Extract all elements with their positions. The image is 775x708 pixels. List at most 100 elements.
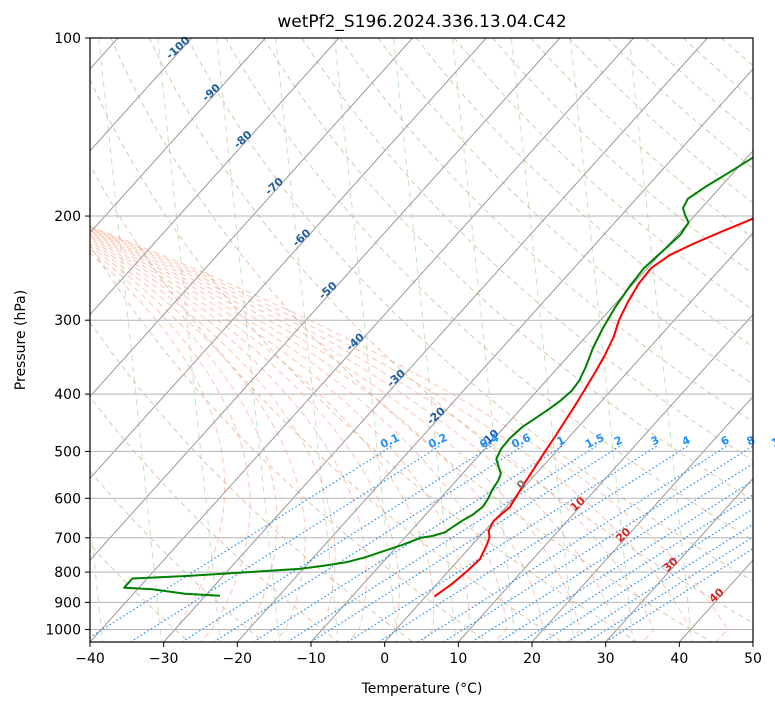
moist-adiabat-line xyxy=(90,233,471,642)
y-tick-label: 600 xyxy=(54,491,81,507)
y-tick-label: 300 xyxy=(54,313,81,329)
isentrope-line xyxy=(90,515,104,642)
mixing-ratio-label: 1.5 xyxy=(583,431,606,451)
isotherm-label: -40 xyxy=(344,330,368,353)
mixing-ratio-line xyxy=(498,480,753,642)
mixing-ratio-line xyxy=(567,523,753,642)
moist-adiabat-line xyxy=(90,227,655,642)
mixing-ratio-line xyxy=(310,445,621,642)
mixing-ratio-label: 4 xyxy=(680,433,693,448)
mixing-ratio-label: 2 xyxy=(612,434,624,449)
isotherm-line xyxy=(90,38,340,316)
dry-adiabat-line xyxy=(568,38,753,204)
x-axis: −40 −30 −20 −10 0 10 20 30 40 50 xyxy=(75,642,762,667)
mixing-ratio-line xyxy=(471,462,753,642)
mixing-ratio-line xyxy=(443,445,753,642)
background-lines xyxy=(90,38,753,642)
dry-adiabat-line xyxy=(110,38,712,642)
dry-adiabat-line xyxy=(186,38,753,582)
y-tick-label: 1000 xyxy=(45,622,81,638)
isotherm-label: -70 xyxy=(263,175,287,198)
mixing-ratio-line xyxy=(347,445,657,642)
moist-adiabat-line xyxy=(90,238,367,642)
isotherm-line xyxy=(678,559,753,642)
mixing-ratio-line xyxy=(605,547,753,642)
mixing-ratio-label: 8 xyxy=(745,434,757,449)
mixing-ratio-line xyxy=(542,508,753,642)
x-tick-label: 40 xyxy=(670,651,688,667)
moist-adiabat-line xyxy=(90,226,692,642)
mixing-ratio-label: 0.2 xyxy=(426,431,449,451)
mixing-ratio-label: 0.6 xyxy=(510,431,533,451)
temperature-profile-line xyxy=(433,217,753,598)
x-tick-label: 0 xyxy=(380,651,389,667)
isotherm-label: -30 xyxy=(385,367,409,390)
dry-adiabat-line xyxy=(492,38,753,275)
isotherm-line xyxy=(752,641,753,642)
y-tick-label: 700 xyxy=(54,531,81,547)
mixing-ratio-line xyxy=(130,445,440,642)
isentrope-line xyxy=(393,38,457,642)
x-tick-label: −30 xyxy=(149,651,179,667)
grid-lines xyxy=(90,38,753,642)
isentrope-line xyxy=(98,38,162,642)
dry-adiabat-line xyxy=(90,543,190,642)
dry-adiabat-line xyxy=(263,38,753,501)
dry-adiabat-line xyxy=(606,38,753,169)
chart-title: wetPf2_S196.2024.336.13.04.C42 xyxy=(277,12,566,32)
isotherm-label: -20 xyxy=(424,404,448,427)
mixing-ratio-line xyxy=(520,494,753,642)
isotherm-line xyxy=(90,38,192,152)
y-tick-label: 800 xyxy=(54,565,81,581)
isotherm-line xyxy=(605,477,753,642)
isotherm-line xyxy=(236,68,753,642)
dry-adiabat-line xyxy=(415,38,753,348)
isotherm-label: 20 xyxy=(613,525,633,545)
dry-adiabat-line xyxy=(530,38,753,239)
mixing-ratio-line xyxy=(213,445,523,642)
moist-adiabat-line xyxy=(90,252,226,642)
x-tick-label: −40 xyxy=(75,651,105,667)
x-tick-label: −10 xyxy=(296,651,326,667)
y-axis-label: Pressure (hPa) xyxy=(13,290,29,390)
y-tick-label: 400 xyxy=(54,387,81,403)
isentrope-line xyxy=(275,38,339,642)
isotherm-label: -50 xyxy=(316,279,340,302)
mixing-ratio-line xyxy=(181,445,492,642)
dry-adiabat-line xyxy=(148,38,753,624)
isotherm-line xyxy=(457,313,753,642)
moist-adiabat-line xyxy=(90,229,581,642)
y-tick-label: 100 xyxy=(54,31,81,47)
moist-adiabat-line xyxy=(90,240,336,642)
isentrope-line xyxy=(569,38,634,642)
mixing-ratio-line xyxy=(253,445,563,642)
plot-frame xyxy=(89,37,754,643)
mixing-ratio-line xyxy=(90,445,392,639)
isentrope-line xyxy=(157,38,221,642)
x-tick-label: 10 xyxy=(449,651,467,667)
moist-adiabat-line xyxy=(90,228,618,642)
isotherm-line xyxy=(90,38,561,561)
mixing-ratio-line xyxy=(417,445,727,642)
dry-adiabat-line xyxy=(90,163,563,642)
x-tick-label: 20 xyxy=(523,651,541,667)
isentrope-line xyxy=(452,38,516,642)
x-tick-label: −20 xyxy=(223,651,253,667)
isotherm-line xyxy=(90,38,487,480)
isotherm-line xyxy=(310,150,753,642)
moist-adiabat-line xyxy=(90,235,435,642)
mixing-ratio-label: 6 xyxy=(719,433,732,448)
moist-adiabat-line xyxy=(90,236,400,642)
mixing-ratio-label: 3 xyxy=(649,434,661,449)
dry-adiabat-line xyxy=(90,244,488,642)
moist-adiabat-line xyxy=(90,232,507,642)
isotherm-line xyxy=(384,232,753,642)
moist-adiabat-line xyxy=(90,230,544,642)
mixing-ratio-line xyxy=(586,536,753,642)
y-tick-label: 200 xyxy=(54,209,81,225)
moist-adiabat-line xyxy=(90,245,278,642)
isotherm-line xyxy=(163,38,708,642)
mixing-ratio-lines xyxy=(90,445,753,642)
isentrope-line xyxy=(334,38,398,642)
